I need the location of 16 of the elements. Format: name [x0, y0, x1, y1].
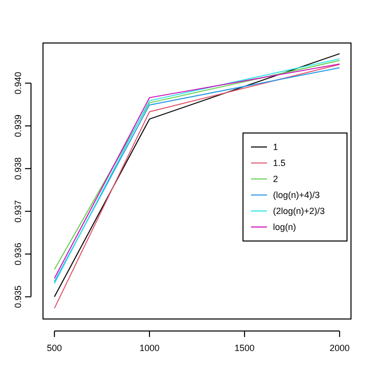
- y-tick-label: 0.935: [13, 286, 23, 308]
- y-tick-label: 0.938: [13, 157, 23, 180]
- y-tick-label: 0.937: [13, 200, 23, 223]
- x-tick-label: 1500: [234, 343, 255, 353]
- x-tick-label: 2000: [330, 343, 350, 353]
- y-tick-label: 0.936: [13, 242, 23, 266]
- legend-label: (2log(n)+2)/3: [273, 206, 325, 216]
- x-tick-label: 1000: [139, 343, 160, 353]
- x-tick-label: 500: [46, 343, 62, 353]
- legend-label: 1.5: [273, 158, 286, 168]
- y-tick-label: 0.939: [13, 114, 23, 138]
- legend-label: (log(n)+4)/3: [273, 190, 320, 200]
- legend-label: log(n): [273, 222, 296, 232]
- legend-label: 1: [273, 142, 278, 152]
- legend-label: 2: [273, 174, 278, 184]
- y-tick-label: 0.940: [13, 72, 23, 94]
